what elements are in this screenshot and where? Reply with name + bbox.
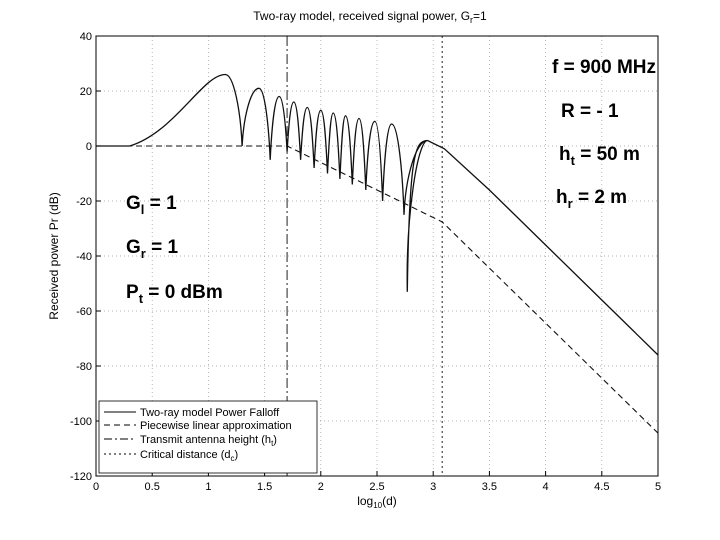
legend-label-antenna-height-sub: t [271, 439, 274, 448]
y-tick-label: -40 [76, 251, 92, 263]
x-tick-label: 3 [430, 481, 436, 493]
title-tail: =1 [473, 9, 487, 23]
xlabel-tail: (d) [382, 494, 397, 508]
annotation-gain-r-sub: r [140, 246, 146, 261]
y-tick-label: -80 [76, 361, 92, 373]
x-axis-ticks: 0 0.5 1 1.5 2 2.5 3 3.5 4 4.5 5 [93, 471, 661, 493]
annotation-gain-l: Gl = 1 [126, 193, 177, 217]
y-tick-label: -100 [70, 416, 92, 428]
legend-label-critical-distance-main: Critical distance (d [140, 449, 230, 461]
x-tick-label: 4 [543, 481, 549, 493]
legend-label-antenna-height-main: Transmit antenna height (h [140, 434, 271, 446]
annotation-tx-power-sub: t [138, 291, 144, 306]
annotation-gain-r: Gr = 1 [126, 237, 179, 261]
annotation-tx-power-name: P [126, 282, 139, 303]
annotation-tx-height-value: 50 m [596, 144, 640, 165]
x-tick-label: 1 [205, 481, 211, 493]
legend-label-critical-distance: Critical distance (dc) [140, 449, 238, 463]
y-tick-label: 40 [80, 31, 92, 43]
x-tick-label: 4.5 [594, 481, 609, 493]
legend-label-critical-distance-tail: ) [234, 449, 238, 461]
xlabel-sub: 10 [373, 501, 382, 510]
x-tick-label: 2 [318, 481, 324, 493]
chart-title: Two-ray model, received signal power, Gr… [253, 9, 487, 25]
y-axis-label: Received power Pr (dB) [47, 192, 61, 319]
piecewise-linear-line [96, 145, 659, 434]
x-tick-label: 1.5 [257, 481, 272, 493]
annotation-gain-r-value: 1 [167, 237, 179, 258]
y-tick-label: -60 [76, 306, 92, 318]
annotation-tx-height-name: h [559, 144, 571, 165]
grid [96, 36, 658, 476]
annotation-rx-height-sub: r [567, 196, 573, 211]
legend-label-two-ray: Two-ray model Power Falloff [140, 407, 280, 419]
annotation-gain-r-name: G [126, 237, 141, 258]
annotation-rx-height-value: 2 m [594, 187, 628, 208]
annotation-gain-l-value: 1 [166, 193, 177, 214]
annotation-frequency-value: 900 MHz [579, 57, 657, 78]
legend-label-antenna-height: Transmit antenna height (ht) [140, 434, 277, 448]
two-ray-model-line [96, 73, 659, 356]
annotation-tx-power-value: 0 dBm [164, 282, 223, 303]
annotation-gain-l-sub: l [140, 202, 145, 217]
x-tick-label: 0.5 [145, 481, 160, 493]
annotation-rx-height: hr = 2 m [556, 187, 628, 211]
annotation-reflection-value: - 1 [596, 101, 619, 122]
title-main: Two-ray model, received signal power, G [253, 9, 470, 23]
annotation-reflection-name: R [561, 101, 575, 122]
legend-label-antenna-height-tail: ) [273, 434, 277, 446]
xlabel-main: log [357, 494, 373, 508]
x-tick-label: 3.5 [482, 481, 497, 493]
legend-box [98, 400, 318, 474]
y-axis-ticks: 40 20 0 -20 -40 -60 -80 -100 -120 [70, 31, 101, 483]
title-sub: r [470, 15, 473, 25]
legend-label-critical-distance-sub: c [230, 454, 234, 463]
x-axis-label: log10(d) [357, 494, 397, 510]
annotation-tx-height-sub: t [570, 153, 575, 168]
y-tick-label: 0 [86, 141, 92, 153]
y-tick-label: 20 [80, 86, 92, 98]
x-tick-label: 2.5 [369, 481, 384, 493]
y-tick-label: -120 [70, 471, 92, 483]
annotation-rx-height-name: h [556, 187, 568, 208]
annotation-frequency-name: f [552, 57, 559, 78]
legend-label-piecewise: Piecewise linear approximation [140, 420, 292, 432]
legend: Two-ray model Power Falloff Piecewise li… [98, 400, 318, 474]
annotation-reflection: R = - 1 [561, 101, 619, 122]
annotation-tx-power: Pt = 0 dBm [126, 282, 223, 306]
y-tick-label: -20 [76, 196, 92, 208]
annotation-tx-height: ht = 50 m [559, 144, 640, 168]
annotation-frequency: f = 900 MHz [552, 57, 657, 78]
x-tick-label: 0 [93, 481, 99, 493]
annotation-gain-l-name: G [126, 193, 141, 214]
x-tick-label: 5 [655, 481, 661, 493]
